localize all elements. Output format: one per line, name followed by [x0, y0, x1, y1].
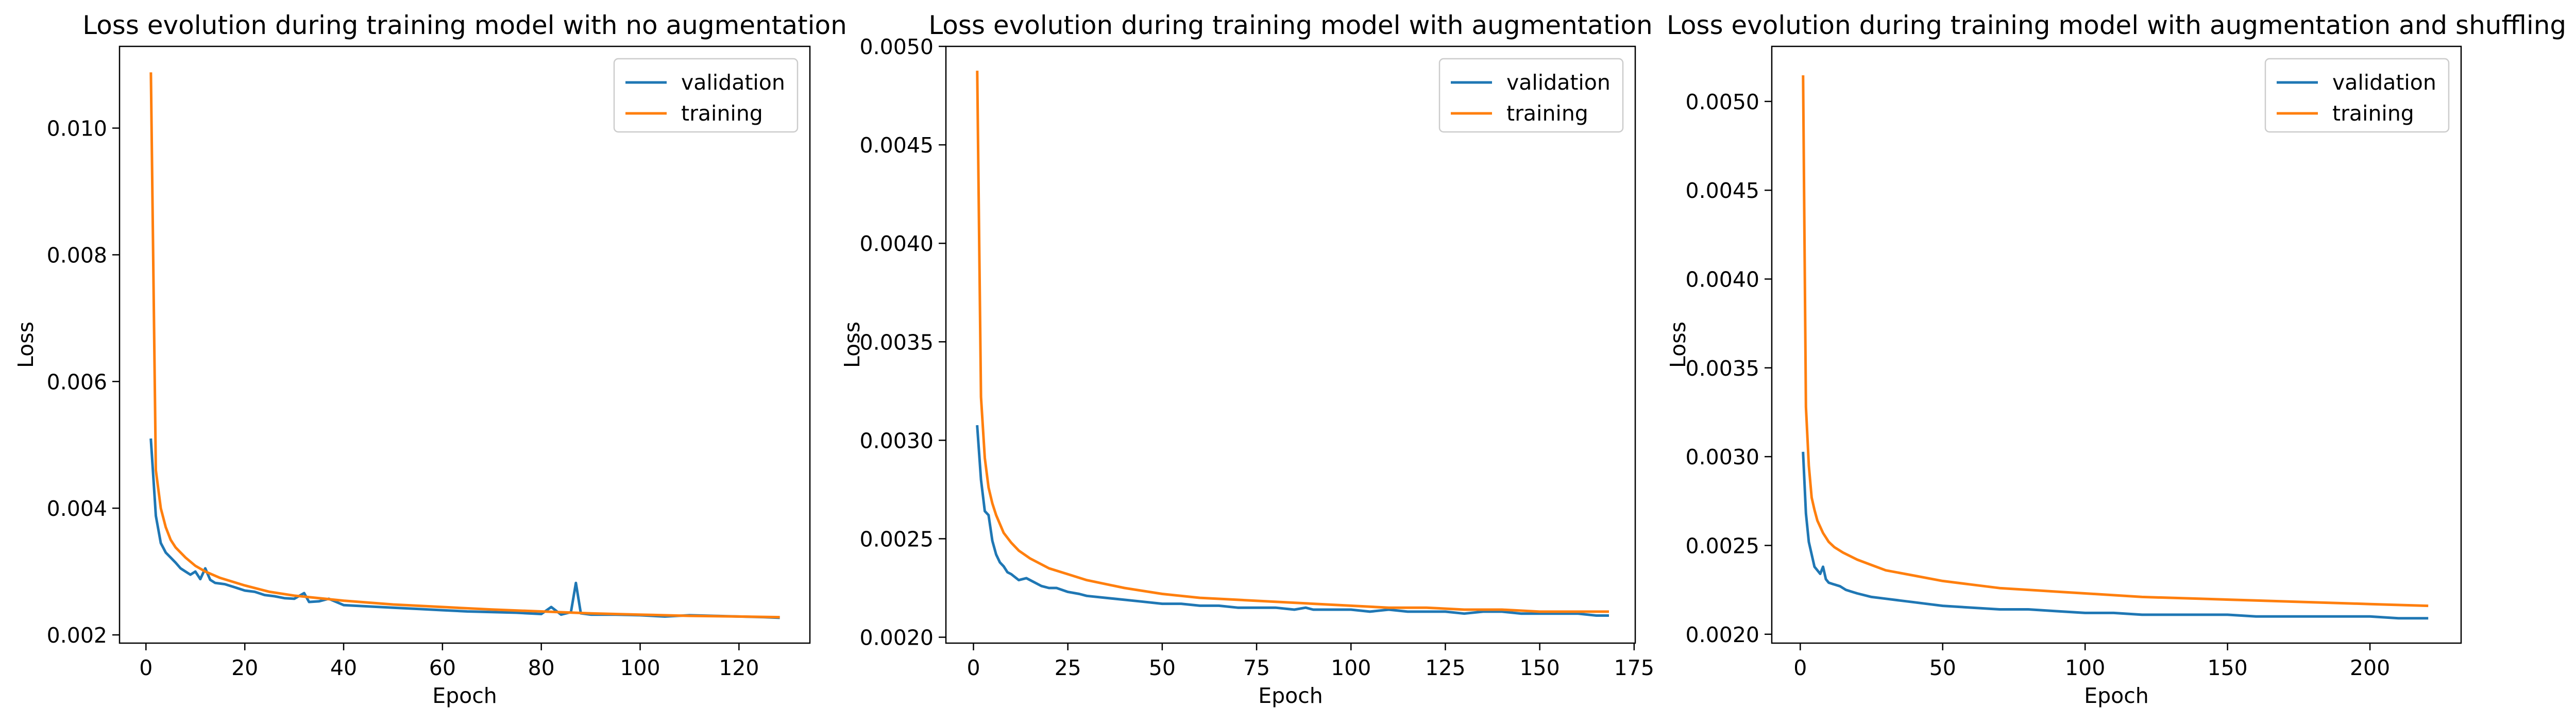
x-axis-label: Epoch [1258, 683, 1323, 708]
y-tick-label: 0.0035 [860, 330, 934, 355]
y-tick-label: 0.0045 [860, 133, 934, 158]
x-tick-label: 50 [1149, 655, 1176, 680]
y-tick-label: 0.0030 [1686, 445, 1759, 469]
chart-panel-1: 0 20 40 60 80 100 120 0.002 0.004 0.006 0.008 0.010… [13, 10, 847, 708]
y-tick-label: 0.0040 [860, 231, 934, 256]
y-tick-label: 0.004 [47, 496, 107, 521]
legend-label-training: training [1506, 101, 1588, 126]
y-tick-label: 0.0020 [860, 626, 934, 650]
x-tick-label: 120 [719, 655, 759, 680]
x-tick-label: 50 [1929, 655, 1956, 680]
x-tick-label: 40 [330, 655, 357, 680]
y-axis-label: Loss [13, 322, 38, 368]
y-tick-label: 0.0030 [860, 428, 934, 453]
legend-label-validation: validation [2332, 70, 2436, 95]
y-tick-label: 0.0025 [1686, 533, 1759, 558]
y-tick-label: 0.0035 [1686, 356, 1759, 381]
x-tick-label: 100 [620, 655, 660, 680]
x-tick-label: 100 [1331, 655, 1371, 680]
x-tick-label: 60 [429, 655, 456, 680]
y-tick-label: 0.0050 [860, 35, 934, 59]
legend-label-training: training [2332, 101, 2414, 126]
legend-label-validation: validation [681, 70, 785, 95]
x-tick-label: 0 [139, 655, 152, 680]
axes-frame [1771, 45, 2462, 644]
axes-frame [945, 45, 1636, 644]
x-tick-label: 75 [1243, 655, 1270, 680]
legend: validation training [1438, 58, 1624, 133]
x-tick-label: 200 [2350, 655, 2390, 680]
axes-frame [118, 45, 811, 644]
series-line-validation [1802, 451, 2429, 620]
y-tick-label: 0.0025 [860, 527, 934, 551]
y-tick-label: 0.008 [47, 243, 107, 267]
legend: validation training [613, 58, 799, 133]
y-axis-label: Loss [840, 322, 865, 368]
chart-panel-2: 0 25 50 75 100 125 150 175 0.0020 0.0025 0.0030 0.0… [840, 10, 1654, 708]
y-tick-label: 0.0050 [1686, 90, 1759, 114]
x-tick-label: 100 [2065, 655, 2105, 680]
x-axis-label: Epoch [2084, 683, 2149, 708]
x-tick-label: 150 [1519, 655, 1560, 680]
chart-title: Loss evolution during training model wit… [1667, 10, 2566, 40]
y-tick-label: 0.0020 [1686, 623, 1759, 647]
series-line-training [149, 72, 780, 619]
x-axis-label: Epoch [432, 683, 497, 708]
chart-title: Loss evolution during training model wit… [928, 10, 1652, 40]
x-tick-label: 125 [1425, 655, 1465, 680]
x-tick-label: 80 [528, 655, 555, 680]
y-tick-label: 0.006 [47, 369, 107, 394]
x-tick-label: 25 [1055, 655, 1081, 680]
legend-label-validation: validation [1506, 70, 1611, 95]
chart-panel-3: 0 50 100 150 200 0.0020 0.0025 0.0030 0.0035 0.00… [1666, 10, 2566, 708]
y-tick-label: 0.0045 [1686, 178, 1759, 203]
y-tick-label: 0.002 [47, 623, 107, 648]
x-tick-label: 0 [967, 655, 980, 680]
chart-title: Loss evolution during training model wit… [82, 10, 847, 40]
y-tick-label: 0.010 [47, 116, 107, 141]
series-line-training [1802, 75, 2429, 608]
legend-label-training: training [681, 101, 763, 126]
series-line-validation [976, 425, 1609, 617]
y-tick-label: 0.0040 [1686, 267, 1759, 292]
y-axis-label: Loss [1666, 322, 1690, 368]
x-tick-label: 0 [1793, 655, 1807, 680]
legend: validation training [2264, 58, 2450, 133]
x-tick-label: 20 [231, 655, 258, 680]
series-line-training [976, 71, 1609, 613]
x-tick-label: 175 [1614, 655, 1654, 680]
x-tick-label: 150 [2207, 655, 2247, 680]
